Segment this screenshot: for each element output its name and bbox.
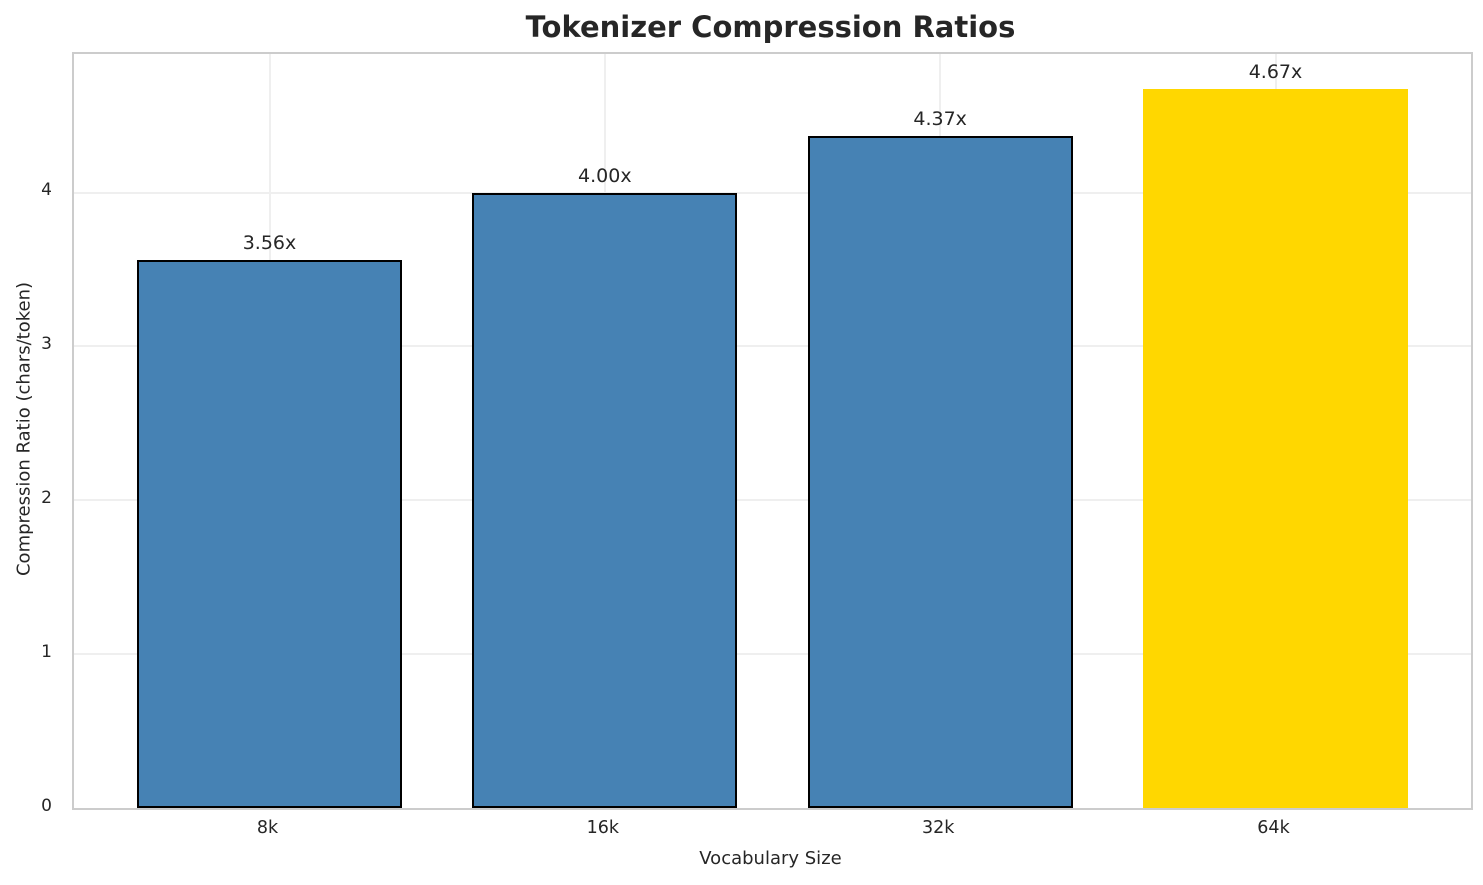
y-tick-label: 2 xyxy=(41,488,52,509)
bar-64k xyxy=(1143,89,1408,808)
h-gridline xyxy=(74,653,1471,656)
bar-value-label: 4.37x xyxy=(913,107,967,130)
x-axis-label: Vocabulary Size xyxy=(699,848,842,869)
h-gridline xyxy=(74,191,1471,194)
bar-32k xyxy=(807,135,1073,808)
y-tick-label: 0 xyxy=(41,796,52,816)
bar-16k xyxy=(472,192,738,808)
h-gridline xyxy=(74,345,1471,348)
x-tick-label: 64k xyxy=(1257,818,1290,838)
bar-value-label: 3.56x xyxy=(242,232,297,255)
x-tick-label: 16k xyxy=(586,818,620,838)
plot-area: 3.56x 4.00x 4.37x 4.67x xyxy=(72,52,1473,810)
y-tick-label: 4 xyxy=(41,180,52,201)
h-gridline xyxy=(74,499,1471,502)
bar-value-label: 4.00x xyxy=(578,164,632,187)
y-axis-ticks: 0 1 2 3 4 xyxy=(0,0,62,885)
bar-value-label: 4.67x xyxy=(1248,61,1303,84)
bar-8k xyxy=(137,260,402,808)
x-tick-label: 32k xyxy=(921,818,955,838)
y-tick-label: 3 xyxy=(41,334,52,355)
y-tick-label: 1 xyxy=(41,642,52,663)
y-axis-label: Compression Ratio (chars/token) xyxy=(13,281,35,577)
chart-title: Tokenizer Compression Ratios xyxy=(525,10,1016,44)
x-tick-label: 8k xyxy=(256,818,279,838)
